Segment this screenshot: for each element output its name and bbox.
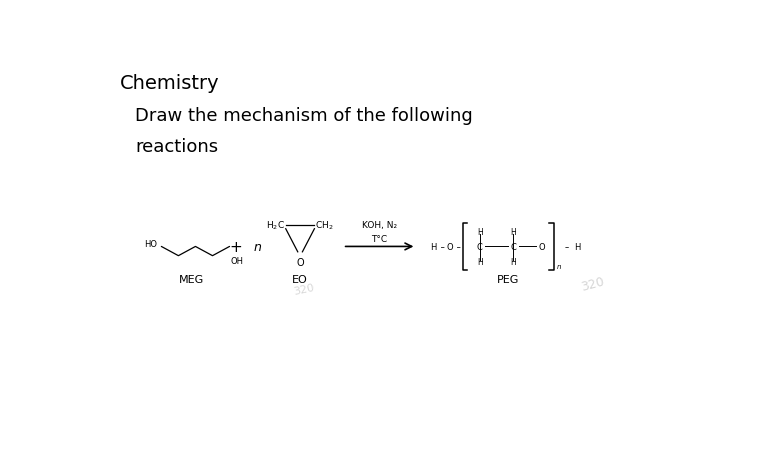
Text: T°C: T°C (371, 235, 387, 244)
Text: KOH, N₂: KOH, N₂ (362, 221, 397, 230)
Text: –: – (454, 242, 464, 251)
Text: O: O (447, 242, 454, 251)
Text: H: H (511, 258, 516, 267)
Text: H: H (574, 242, 580, 251)
Text: O: O (296, 258, 304, 268)
Text: Draw the mechanism of the following: Draw the mechanism of the following (135, 107, 473, 125)
Text: Chemistry: Chemistry (119, 74, 219, 93)
Text: H$_2$C: H$_2$C (266, 219, 286, 232)
Text: H: H (511, 227, 516, 236)
Text: MEG: MEG (179, 274, 205, 284)
Text: +: + (229, 239, 242, 254)
Text: C: C (477, 242, 483, 251)
Text: OH: OH (230, 257, 243, 266)
Text: n: n (253, 240, 261, 253)
Text: n: n (557, 263, 561, 269)
Text: O: O (538, 242, 545, 251)
Text: C: C (511, 242, 516, 251)
Text: –: – (438, 242, 447, 251)
Text: –: – (564, 242, 568, 251)
Text: CH$_2$: CH$_2$ (315, 219, 333, 232)
Text: H: H (477, 227, 483, 236)
Text: H: H (477, 258, 483, 267)
Text: HO: HO (144, 239, 157, 248)
Text: EO: EO (292, 274, 308, 284)
Text: PEG: PEG (497, 274, 519, 284)
Text: 320: 320 (579, 275, 605, 293)
Text: H: H (430, 242, 437, 251)
Text: 320: 320 (293, 282, 316, 296)
Text: reactions: reactions (135, 138, 218, 156)
